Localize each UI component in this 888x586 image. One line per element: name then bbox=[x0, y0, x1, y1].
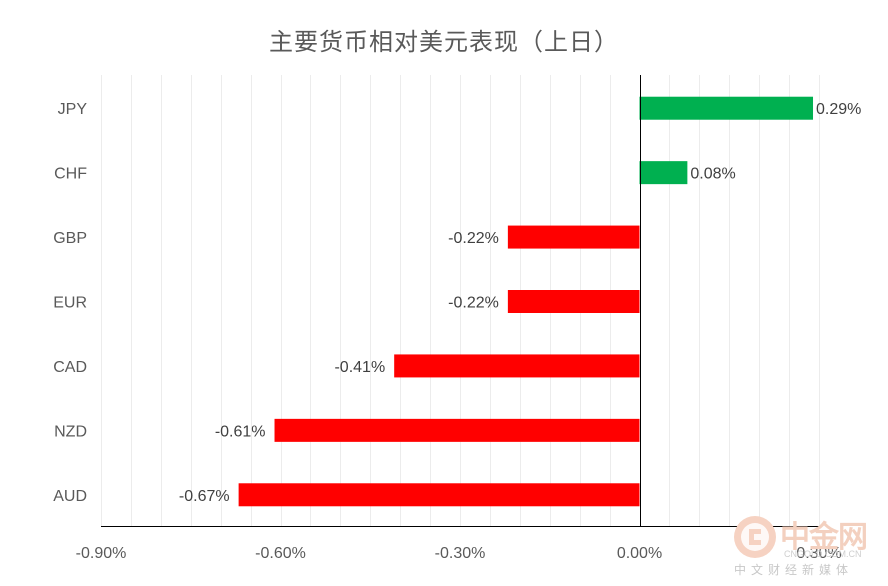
labels: JPY 0.29% CHF 0.08% GBP -0.22% EUR -0.22% CAD -0.… bbox=[53, 101, 861, 562]
x-tick-label: 0.30% bbox=[796, 545, 841, 562]
x-tick-label: -0.90% bbox=[76, 545, 127, 562]
bar-eur bbox=[507, 290, 640, 313]
bar-cad bbox=[394, 354, 640, 378]
category-label-nzd: NZD bbox=[54, 423, 87, 440]
category-label-gbp: GBP bbox=[53, 230, 87, 247]
bar-chf bbox=[639, 161, 688, 185]
category-label-aud: AUD bbox=[53, 488, 87, 505]
bar-aud bbox=[238, 483, 640, 507]
bars bbox=[238, 96, 814, 507]
category-label-jpy: JPY bbox=[58, 101, 88, 118]
bar-gbp bbox=[507, 225, 640, 249]
data-label-nzd: -0.61% bbox=[215, 423, 266, 440]
data-label-jpy: 0.29% bbox=[816, 101, 861, 118]
axes bbox=[101, 75, 819, 527]
data-label-cad: -0.41% bbox=[334, 359, 385, 376]
watermark: 中金网 CNGOLD.COM.CN 中文财经新媒体 bbox=[728, 512, 888, 586]
data-label-eur: -0.22% bbox=[448, 295, 499, 312]
watermark-logo-text: 中金网 bbox=[780, 520, 868, 555]
coin-logo-icon bbox=[734, 516, 776, 558]
data-label-gbp: -0.22% bbox=[448, 230, 499, 247]
category-label-cad: CAD bbox=[53, 359, 87, 376]
category-label-eur: EUR bbox=[53, 295, 87, 312]
data-label-aud: -0.67% bbox=[179, 488, 230, 505]
data-label-chf: 0.08% bbox=[690, 166, 735, 183]
chart-title: 主要货币相对美元表现（上日） bbox=[269, 28, 619, 56]
x-tick-label: -0.60% bbox=[255, 545, 306, 562]
bar-nzd bbox=[274, 418, 640, 442]
x-tick-label: -0.30% bbox=[435, 545, 486, 562]
category-label-chf: CHF bbox=[54, 166, 87, 183]
bar-jpy bbox=[639, 96, 814, 120]
watermark-domain: CNGOLD.COM.CN bbox=[784, 549, 862, 559]
watermark-slogan: 中文财经新媒体 bbox=[734, 563, 854, 577]
x-tick-label: 0.00% bbox=[617, 545, 662, 562]
